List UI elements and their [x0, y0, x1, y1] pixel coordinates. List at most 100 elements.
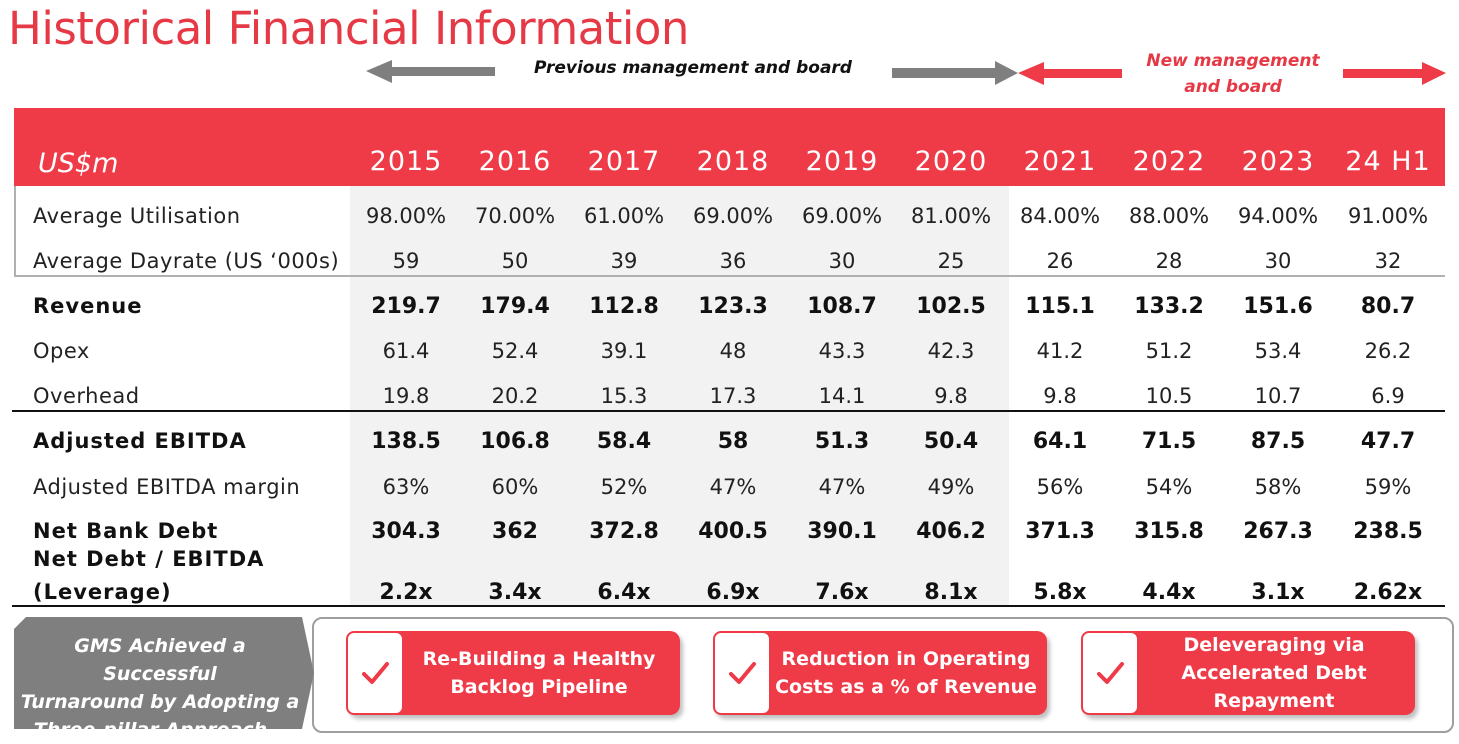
table-cell: 87.5	[1250, 429, 1306, 454]
table-cell: 2.62x	[1353, 580, 1423, 605]
table-cell: 6.9	[1371, 384, 1405, 408]
table-cell: 138.5	[371, 429, 441, 454]
table-cell: 133.2	[1134, 294, 1204, 319]
table-cell: 39	[610, 249, 638, 273]
previous-right-arrow-icon	[892, 61, 1018, 85]
table-cell: 48	[719, 339, 747, 363]
table-cell: 52%	[600, 475, 648, 499]
checkmark-icon	[1081, 631, 1139, 715]
row-label-average-utilisation: Average Utilisation	[33, 204, 241, 228]
table-cell: 39.1	[600, 339, 648, 363]
year-header: 2022	[1132, 146, 1206, 177]
new-management-line1: New management	[1146, 51, 1320, 71]
table-cell: 7.6x	[815, 580, 869, 605]
table-cell: 17.3	[709, 384, 757, 408]
table-cell: 42.3	[927, 339, 975, 363]
table-cell: 61.4	[382, 339, 430, 363]
table-cell: 69.00%	[801, 204, 883, 228]
table-cell: 26	[1046, 249, 1074, 273]
year-header: 24 H1	[1345, 146, 1431, 177]
previous-period-shading	[350, 186, 1009, 606]
year-header: 2020	[914, 146, 988, 177]
table-cell: 5.8x	[1033, 580, 1087, 605]
table-cell: 372.8	[589, 519, 659, 544]
divider-line	[14, 275, 1445, 277]
table-cell: 2.2x	[379, 580, 433, 605]
approach-line3: Three-pillar Approach…	[33, 719, 287, 741]
table-cell: 58	[717, 429, 749, 454]
table-cell: 58%	[1254, 475, 1302, 499]
year-header: 2023	[1241, 146, 1315, 177]
table-cell: 406.2	[916, 519, 986, 544]
table-cell: 53.4	[1254, 339, 1302, 363]
table-cell: 219.7	[371, 294, 441, 319]
table-cell: 94.00%	[1237, 204, 1319, 228]
table-cell: 238.5	[1353, 519, 1423, 544]
table-cell: 15.3	[600, 384, 648, 408]
row-label-opex: Opex	[33, 339, 90, 363]
table-cell: 315.8	[1134, 519, 1204, 544]
new-left-arrow-icon	[1018, 62, 1122, 85]
table-cell: 56%	[1036, 475, 1084, 499]
table-cell: 26.2	[1364, 339, 1412, 363]
table-cell: 47%	[709, 475, 757, 499]
table-cell: 49%	[927, 475, 975, 499]
table-cell: 70.00%	[474, 204, 556, 228]
table-cell: 81.00%	[910, 204, 992, 228]
table-cell: 19.8	[382, 384, 430, 408]
table-cell: 91.00%	[1347, 204, 1429, 228]
table-cell: 3.4x	[488, 580, 542, 605]
pillar-line: Reduction in Operating	[781, 648, 1031, 670]
table-cell: 106.8	[480, 429, 550, 454]
table-cell: 41.2	[1036, 339, 1084, 363]
pillar-line: Deleveraging via	[1183, 634, 1365, 656]
table-cell: 47.7	[1360, 429, 1416, 454]
row-label-adjusted-ebitda-margin: Adjusted EBITDA margin	[33, 475, 301, 499]
pillar-line: Repayment	[1213, 690, 1335, 712]
table-cell: 102.5	[916, 294, 986, 319]
approach-arrow-banner	[14, 617, 314, 729]
table-cell: 9.8	[934, 384, 968, 408]
pillar-line: Backlog Pipeline	[450, 676, 628, 698]
table-cell: 267.3	[1243, 519, 1313, 544]
table-cell: 6.4x	[597, 580, 651, 605]
table-cell: 43.3	[818, 339, 866, 363]
row-label-overhead: Overhead	[33, 384, 140, 408]
page-title: Historical Financial Information	[8, 2, 689, 55]
table-cell: 6.9x	[706, 580, 760, 605]
table-cell: 32	[1374, 249, 1402, 273]
table-cell: 80.7	[1360, 294, 1416, 319]
table-header-banner	[14, 108, 1445, 186]
table-cell: 108.7	[807, 294, 877, 319]
table-cell: 9.8	[1043, 384, 1077, 408]
pillar-label: Reduction in Operating Costs as a % of R…	[771, 631, 1041, 715]
approach-line2: Turnaround by Adopting a	[20, 691, 300, 713]
pillar-label: Re-Building a Healthy Backlog Pipeline	[404, 631, 674, 715]
new-management-line2: and board	[1184, 77, 1282, 97]
table-cell: 47%	[818, 475, 866, 499]
checkmark-icon	[713, 631, 771, 715]
table-cell: 28	[1155, 249, 1183, 273]
table-cell: 59	[392, 249, 420, 273]
table-cell: 54%	[1145, 475, 1193, 499]
table-cell: 51.3	[814, 429, 870, 454]
new-management-label: New management and board	[1125, 48, 1341, 100]
table-cell: 390.1	[807, 519, 877, 544]
row-label-average-dayrate: Average Dayrate (US ‘000s)	[33, 249, 340, 273]
management-arrows	[366, 60, 1446, 85]
table-cell: 88.00%	[1128, 204, 1210, 228]
row-label-net-bank-debt: Net Bank Debt	[33, 519, 219, 543]
table-cell: 64.1	[1032, 429, 1088, 454]
pillar-line: Accelerated Debt	[1181, 662, 1367, 684]
new-right-arrow-icon	[1343, 62, 1446, 85]
table-cell: 30	[1264, 249, 1292, 273]
table-cell: 63%	[382, 475, 430, 499]
year-header: 2016	[478, 146, 552, 177]
table-cell: 50.4	[923, 429, 979, 454]
table-cell: 14.1	[818, 384, 866, 408]
table-cell: 60%	[491, 475, 539, 499]
table-cell: 71.5	[1141, 429, 1197, 454]
table-cell: 52.4	[491, 339, 539, 363]
table-cell: 61.00%	[583, 204, 665, 228]
row-label-net-debt-ebitda: Net Debt / EBITDA	[33, 547, 265, 571]
